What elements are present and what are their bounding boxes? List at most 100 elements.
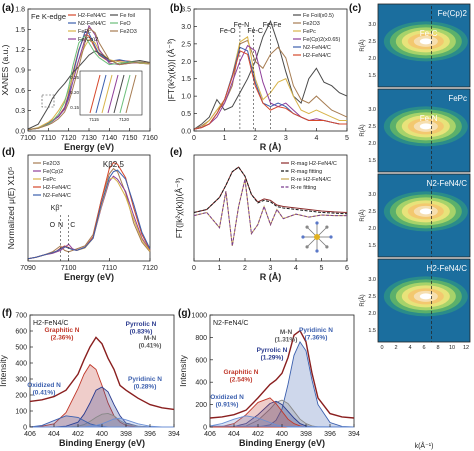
- tile-y-axis-label: R(Å): [359, 209, 366, 221]
- peak-percent: (7.36%): [305, 335, 328, 342]
- tile-y-tick-label: 2.0: [368, 226, 376, 232]
- inset-line: [89, 74, 101, 114]
- inset-x-tick-label: 7115: [89, 117, 99, 122]
- iron-atom: [314, 234, 320, 240]
- panel-b-x-tick-label: 0: [192, 135, 196, 142]
- tile-y-tick-label: 1.5: [368, 158, 376, 164]
- peak-label: Graphitic N: [223, 369, 258, 376]
- tile-y-tick-label: 2.0: [368, 141, 376, 147]
- atom: [305, 245, 309, 249]
- panel-g-heading: N2-FeN4/C: [213, 320, 248, 327]
- inset-line: [101, 74, 113, 114]
- legend-entry: FeO: [120, 21, 131, 27]
- panel-f-x-tick-label: 398: [120, 431, 132, 438]
- peak-label: Graphitic N: [44, 327, 79, 334]
- tile-x-tick-label: 0: [380, 345, 383, 351]
- panel-f-y-tick-label: 400: [15, 361, 27, 368]
- tile-label: H2-FeN4/C: [427, 264, 468, 273]
- peak-label: M-N: [144, 335, 157, 342]
- panel-a-y-tick-label: 0.0: [15, 129, 25, 136]
- legend-entry: N2-FeN4/C: [43, 193, 71, 199]
- tile-y-tick-label: 2.5: [368, 209, 376, 215]
- measured-spectrum: [209, 329, 355, 419]
- plot-frame: [193, 154, 348, 262]
- tile-x-tick-label: 10: [449, 345, 455, 351]
- panel-b-y-tick-label: 0.0: [181, 129, 191, 136]
- panel-c: (c) Fe(Cp)2 Fe-C 1.5 2.0 2.5 3.0 R(Å) 0 2 4 6 8 10 12 F…: [349, 3, 471, 450]
- panel-d-x-tick-label: 7090: [20, 265, 36, 272]
- panel-f-heading: H2-FeN4/C: [33, 320, 68, 327]
- tile-x-tick-label: 6: [422, 345, 425, 351]
- peak-percent: (0.28%): [134, 384, 157, 391]
- panel-e-x-tick-label: 3: [269, 265, 273, 272]
- emission-annotation: Kβ'': [51, 205, 62, 212]
- atom: [301, 235, 305, 239]
- panel-d: (d) 7090 7100 7110 7120 Energy (eV) Normalized…: [2, 147, 158, 282]
- panel-g-y-tick-label: 1000: [191, 313, 207, 320]
- tile-x-tick-label: 12: [463, 345, 469, 351]
- panel-b-y-axis-label: |FT(k²χ(k))| (Å⁻³): [166, 38, 176, 101]
- panel-d-x-tick-label: 7110: [102, 265, 117, 272]
- legend-entry: N2-FeN4/C: [303, 45, 331, 51]
- panel-e-x-tick-label: 0: [192, 265, 196, 272]
- panel-f-y-tick-label: 200: [15, 393, 27, 400]
- panel-a-x-tick-label: 7130: [81, 135, 97, 142]
- plot-frame: [27, 154, 151, 262]
- legend-entry: Fe2O3: [303, 21, 320, 27]
- legend-entry: Fe(Cp)2: [43, 169, 63, 175]
- legend-entry: R-mag fitting: [291, 169, 322, 175]
- panel-a-letter: (a): [2, 3, 14, 14]
- panel-a-x-tick-label: 7110: [41, 135, 56, 142]
- panel-b-x-tick-label: 2: [253, 135, 257, 142]
- legend-entry: Fe(Cp)2: [78, 37, 98, 43]
- panel-b-y-tick-label: 3.0: [181, 24, 191, 31]
- panel-b-x-tick-label: 4: [314, 135, 318, 142]
- panel-f-x-tick-label: 396: [144, 431, 156, 438]
- panel-d-letter: (d): [2, 147, 15, 158]
- panel-f-x-tick-label: 394: [168, 431, 180, 438]
- panel-f-y-tick-label: 700: [15, 313, 27, 320]
- legend-entry: Fe foil: [120, 13, 135, 19]
- tile-y-axis-label: R(Å): [359, 124, 366, 136]
- peak-label: Oxidized N: [210, 394, 244, 401]
- panel-b-y-tick-label: 0.5: [181, 111, 191, 118]
- legend-entry: FePc: [303, 29, 316, 35]
- panel-a-x-tick-label: 7150: [122, 135, 138, 142]
- tile-x-tick-label: 2: [394, 345, 397, 351]
- tile-label: Fe(Cp)2: [438, 9, 468, 18]
- panel-b-y-tick-label: 2.0: [181, 59, 191, 66]
- series-line: [27, 27, 151, 131]
- peak-label: Pyridinic N: [299, 327, 333, 334]
- peak-percent: (1.29%): [261, 355, 284, 362]
- tile-y-tick-label: 3.0: [368, 107, 376, 113]
- peak-percent: (2.54%): [230, 377, 253, 384]
- panel-g-x-tick-label: 402: [252, 431, 264, 438]
- tile-y-tick-label: 2.5: [368, 39, 376, 45]
- inset-line: [125, 74, 137, 114]
- atom: [329, 235, 333, 239]
- panel-e-y-axis-label: FT(|k²χ(k)|)(Å⁻³): [174, 178, 184, 239]
- legend-entry: R-re H2-FeN4/C: [291, 177, 331, 183]
- panel-f-y-axis-label: Intensity: [0, 354, 8, 386]
- atom: [315, 249, 319, 253]
- panel-c-letter: (c): [349, 3, 361, 14]
- panel-e-x-tick-label: 1: [218, 265, 222, 272]
- panel-g: (g) 406 404 402 400 398 396 394 0 200 400 600 800 100…: [178, 308, 360, 448]
- tile-x-tick-label: 4: [408, 345, 411, 351]
- panel-f-y-tick-label: 100: [15, 409, 27, 416]
- legend-entry: H2-FeN4/C: [78, 13, 106, 19]
- legend-entry: FePc: [43, 177, 56, 183]
- panel-b-letter: (b): [170, 3, 183, 14]
- component-peak: [30, 417, 174, 428]
- contour-band: [419, 38, 432, 45]
- contour-band: [419, 293, 432, 300]
- inset-region-marker: [41, 94, 55, 108]
- tile-y-tick-label: 1.5: [368, 328, 376, 334]
- tile-y-tick-label: 2.0: [368, 311, 376, 317]
- series-line: [27, 35, 151, 131]
- peak-percent: (0.91%): [216, 402, 239, 409]
- panel-g-y-tick-label: 200: [195, 402, 207, 409]
- panel-b-y-tick-label: 3.5: [181, 7, 191, 14]
